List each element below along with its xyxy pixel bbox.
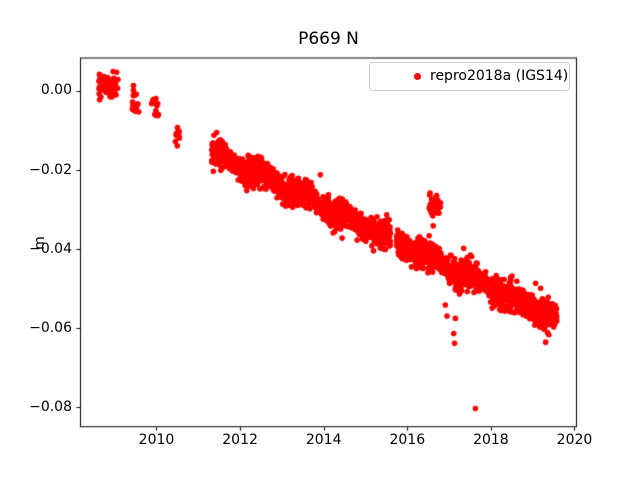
y-tick-label: −0.04: [29, 240, 72, 257]
legend-label: repro2018a (IGS14): [430, 68, 569, 84]
x-tick-label: 2010: [138, 432, 175, 448]
y-tick-label: −0.02: [29, 161, 72, 178]
x-tick-label: 2020: [556, 432, 593, 448]
x-tick-label: 2012: [222, 432, 258, 448]
x-tick-label: 2016: [389, 432, 426, 448]
x-tick-label: 2014: [305, 432, 342, 448]
y-tick-label: 0.00: [40, 82, 72, 99]
y-tick-label: −0.08: [29, 398, 72, 415]
legend: repro2018a (IGS14): [369, 62, 570, 91]
x-tick-label: 2018: [473, 432, 509, 448]
chart-title: P669 N: [298, 29, 359, 49]
y-tick-label: −0.06: [29, 319, 72, 336]
legend-marker-icon: [414, 73, 421, 80]
